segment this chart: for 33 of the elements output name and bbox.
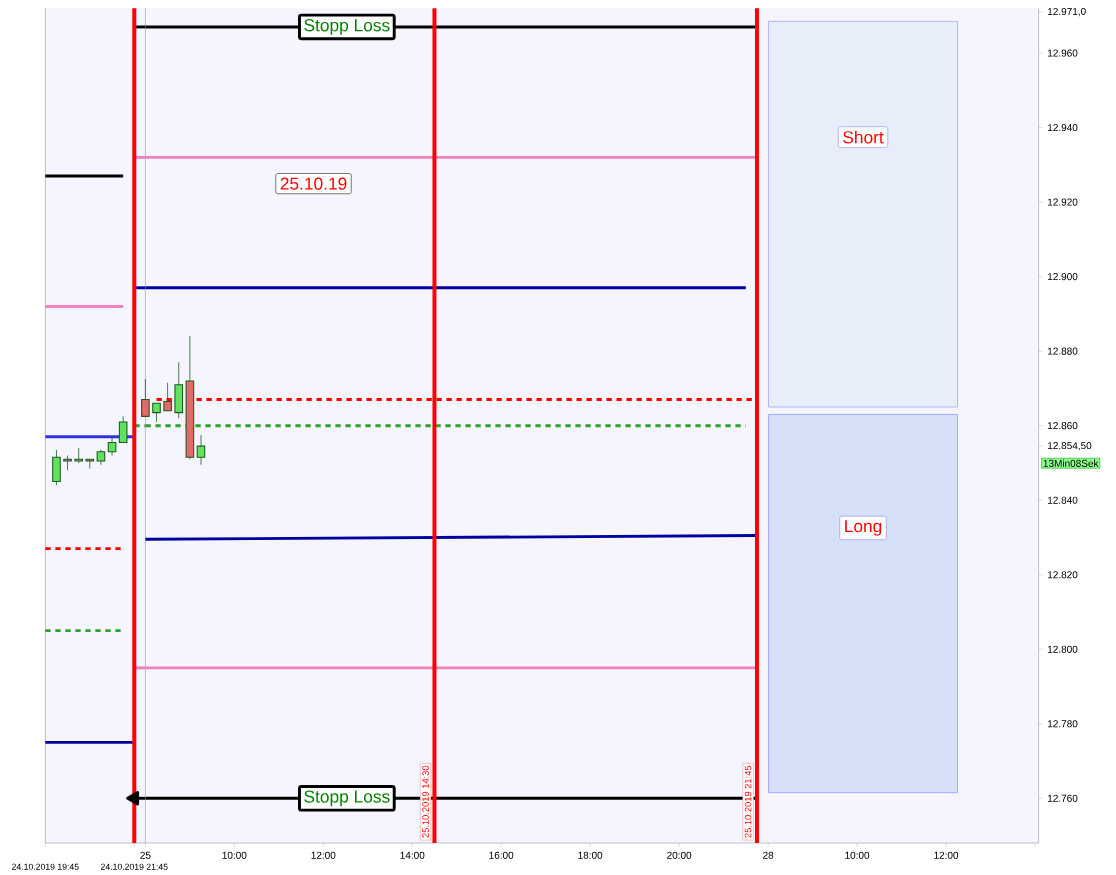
y-tick-label: 12.854,50 (1047, 442, 1092, 451)
x-tick-label: 16:00 (489, 851, 514, 859)
x-tick-label: 10:00 (845, 851, 870, 859)
y-tick-label: 12.860 (1047, 422, 1078, 430)
x-tick-label: 10:00 (222, 851, 247, 859)
text: 13Min08Sek (1043, 459, 1099, 467)
x-tick-label: 14:00 (400, 851, 425, 859)
y-tick-label: 12.960 (1047, 49, 1078, 57)
legend-label: Stopp Loss (304, 19, 390, 35)
y-tick-label: 12.940 (1047, 124, 1078, 132)
y-tick-label: 12.780 (1047, 720, 1078, 728)
y-tick-label: 12.800 (1047, 645, 1078, 653)
x-tick-label: 12:00 (311, 851, 336, 859)
series-label: Short (843, 130, 884, 144)
y-tick-label: 12.971,0 (1047, 7, 1086, 17)
series-label: Long (845, 520, 882, 536)
x-tick-label: 24.10.2019 19:45 (12, 863, 79, 870)
annotation: 25.10.19 (280, 177, 347, 190)
ref-line-label: 25.10.2019 21:45 (744, 765, 752, 838)
x-tick-label: 28 (763, 851, 774, 859)
ref-line-label: 25.10.2019 14:30 (422, 765, 429, 838)
y-tick-label: 12.820 (1047, 571, 1078, 579)
y-tick-label: 12.880 (1047, 347, 1078, 355)
y-tick-label: 12.920 (1047, 198, 1078, 206)
x-tick-label: 25 (140, 851, 151, 859)
y-tick-label: 12.840 (1047, 496, 1078, 504)
x-tick-label: 20:00 (667, 851, 692, 859)
y-tick-label: 12.900 (1047, 273, 1078, 281)
legend-label: Stopp Loss (304, 790, 390, 807)
x-tick-label: 18:00 (578, 851, 603, 859)
y-tick-label: 12.760 (1047, 794, 1078, 802)
x-tick-label: 12:00 (934, 851, 959, 859)
x-tick-label: 24.10.2019 21:45 (100, 863, 168, 870)
